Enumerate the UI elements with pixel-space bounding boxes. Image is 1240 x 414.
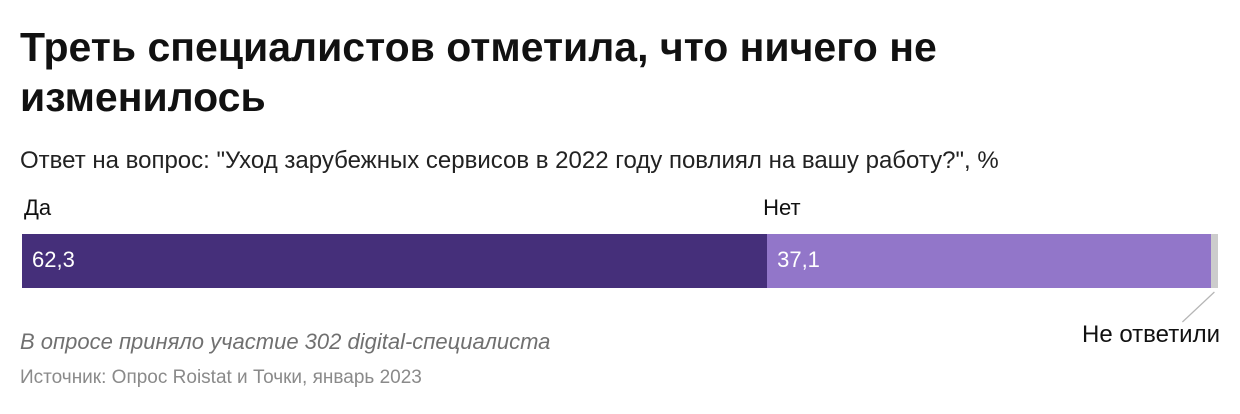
bar-value-yes: 62,3 <box>32 247 75 272</box>
category-label-no-answer: Не ответили <box>1082 321 1220 348</box>
survey-note: В опросе приняло участие 302 digital-спе… <box>20 329 551 354</box>
chart-title: Треть специалистов отметила, что ничего … <box>20 24 937 120</box>
stacked-bar: 62,3 37,1 <box>22 234 1218 288</box>
bar-segment-no-answer <box>1210 234 1218 288</box>
source-text: Источник: Опрос Roistat и Точки, январь … <box>20 367 422 388</box>
category-label-yes: Да <box>24 195 52 220</box>
chart-subtitle: Ответ на вопрос: "Уход зарубежных сервис… <box>20 147 999 174</box>
bar-value-no: 37,1 <box>777 247 820 272</box>
bar-segment-no: 37,1 <box>767 234 1211 288</box>
category-label-no: Нет <box>763 195 801 220</box>
bar-segment-yes: 62,3 <box>22 234 768 288</box>
